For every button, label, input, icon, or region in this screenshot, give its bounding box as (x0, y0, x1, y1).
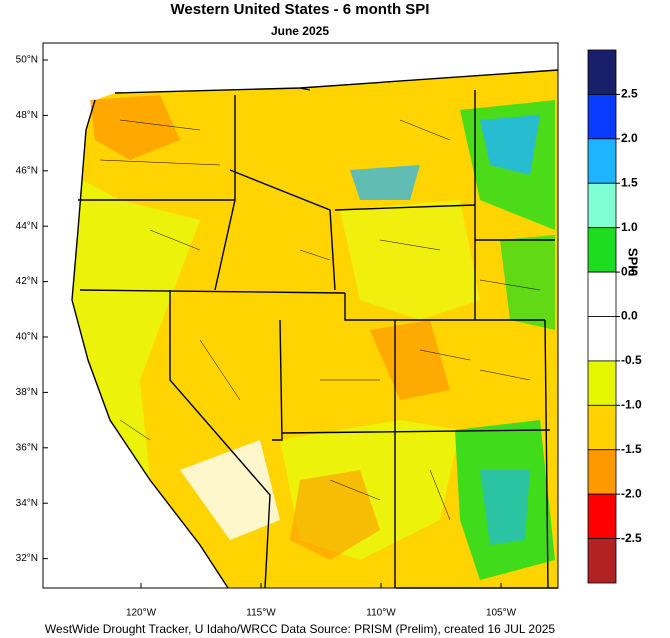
lat-label: 46°N (16, 165, 38, 176)
colorbar-box (587, 316, 617, 362)
title: Western United States - 6 month SPI (171, 1, 430, 18)
colorbar-label: 0.0 (621, 309, 638, 323)
colorbar-label: -1.5 (621, 442, 642, 456)
colorbar-label: -0.5 (621, 353, 642, 367)
lon-label: 110°W (366, 608, 396, 619)
lat-label: 40°N (16, 332, 38, 343)
lat-label: 34°N (16, 498, 38, 509)
lat-label: 42°N (16, 276, 38, 287)
lon-label: 120°W (126, 608, 157, 619)
footer: WestWide Drought Tracker, U Idaho/WRCC D… (45, 622, 556, 636)
colorbar-box (587, 493, 617, 539)
colorbar-label: 1.0 (621, 220, 638, 234)
colorbar-box (587, 49, 617, 95)
colorbar-label: 1.5 (621, 175, 638, 189)
lat-label: 44°N (16, 221, 38, 232)
colorbar-box (587, 538, 617, 584)
colorbar-label: 2.0 (621, 131, 638, 145)
colorbar-box (587, 182, 617, 229)
lat-label: 32°N (16, 553, 38, 564)
colorbar-label: 0.5 (621, 264, 638, 278)
colorbar-label: -2.5 (621, 531, 642, 545)
colorbar-box (587, 227, 617, 273)
colorbar-label: 2.5 (621, 87, 638, 101)
lat-label: 48°N (16, 110, 38, 121)
lat-label: 50°N (16, 55, 38, 66)
colorbar-box (587, 271, 617, 317)
colorbar-label: -1.0 (621, 398, 642, 412)
colorbar-box (587, 404, 617, 451)
colorbar-title: SPI6 (626, 248, 641, 276)
lat-label: 36°N (16, 442, 38, 453)
colorbar-box (587, 449, 617, 495)
lon-label: 115°W (246, 608, 276, 619)
lon-label: 105°W (486, 608, 517, 619)
colorbar-box (587, 138, 617, 184)
subtitle: June 2025 (271, 24, 329, 38)
lat-label: 38°N (16, 387, 38, 398)
colorbar-box (587, 360, 617, 406)
colorbar-label: -2.0 (621, 486, 642, 500)
map (42, 42, 559, 589)
colorbar-box (587, 94, 617, 140)
